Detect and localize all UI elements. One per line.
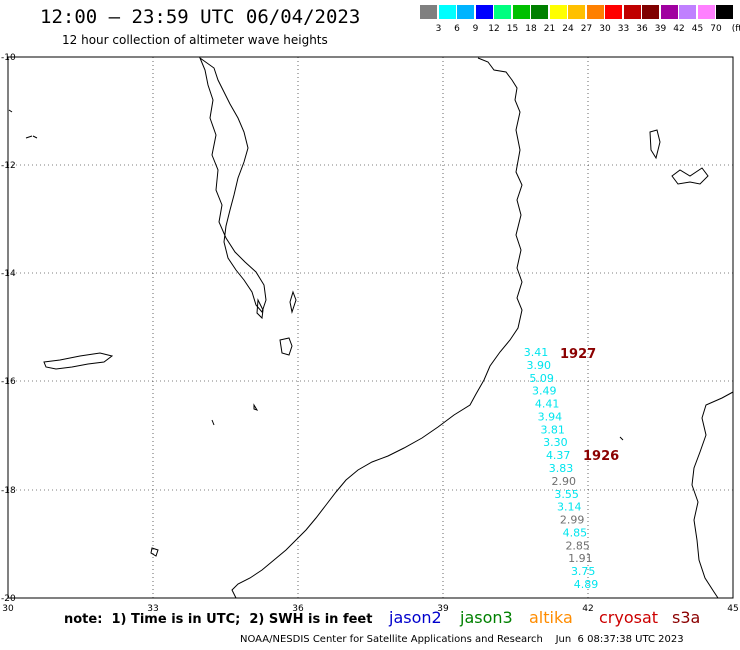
longitude-label: 36 (292, 604, 304, 614)
mozambique-coast (231, 57, 523, 599)
legend-jason3: jason3 (460, 608, 513, 627)
scale-label: 33 (617, 24, 630, 34)
wave-height-value: 3.83 (549, 462, 574, 475)
scale-label: 18 (525, 24, 537, 34)
wave-height-value: 3.94 (538, 410, 563, 423)
scale-label: 24 (562, 24, 574, 34)
map-title: 12:00 – 23:59 UTC 06/04/2023 (40, 6, 361, 28)
scale-label: 9 (472, 24, 479, 34)
note-text: note: 1) Time is in UTC; 2) SWH is in fe… (64, 612, 373, 627)
legend-altika: altika (529, 608, 573, 627)
map-subtitle: 12 hour collection of altimeter wave hei… (62, 33, 328, 47)
scale-swatch (494, 5, 511, 19)
scale-swatch (457, 5, 474, 19)
scale-swatch (568, 5, 585, 19)
scale-swatch (586, 5, 604, 19)
lake-chilwa (279, 337, 293, 356)
scale-label: 39 (654, 24, 667, 34)
scale-label: 45 (691, 24, 704, 34)
madagascar-coast (691, 391, 734, 599)
scale-swatch (438, 5, 456, 19)
latitude-label: -12 (1, 161, 16, 171)
latitude-label: -16 (1, 377, 16, 387)
map-frame (7, 56, 734, 599)
scale-label: 42 (673, 24, 685, 34)
wave-height-value: 3.75 (571, 565, 596, 578)
latitude-label: -20 (1, 594, 16, 604)
scale-swatch (475, 5, 493, 19)
wave-height-value: 4.41 (535, 398, 560, 411)
pass-label-1926: 1926 (583, 449, 619, 464)
scale-swatch (512, 5, 530, 19)
scale-label: 70 (710, 24, 722, 34)
lake-malawi-south (256, 298, 264, 320)
wave-height-value: 2.99 (560, 514, 585, 527)
scale-swatch (697, 5, 715, 19)
scale-swatch (549, 5, 567, 19)
legend-jason2: jason2 (389, 608, 442, 627)
scale-swatch (679, 5, 696, 19)
scale-swatch (531, 5, 548, 19)
scale-label: 15 (506, 24, 519, 34)
latitude-label: -10 (1, 53, 16, 63)
longitude-label: 42 (582, 604, 593, 614)
scale-label: 6 (454, 24, 460, 34)
lake-malawi (198, 56, 267, 313)
scale-label: 30 (599, 24, 611, 34)
wave-height-value: 3.55 (554, 488, 579, 501)
longitude-label: 33 (147, 604, 158, 614)
scale-label: 27 (580, 24, 593, 34)
wave-height-value: 3.14 (557, 501, 582, 514)
wave-height-value: 2.85 (565, 539, 590, 552)
longitude-label: 39 (437, 604, 449, 614)
scale-swatch (420, 5, 437, 19)
scale-swatch (716, 5, 733, 19)
legend-cryosat: cryosat (599, 608, 659, 627)
scale-unit: (ft) (731, 24, 740, 34)
wave-height-value: 4.89 (574, 578, 599, 591)
longitude-label: 30 (2, 604, 14, 614)
pass-label-1927: 1927 (560, 347, 596, 362)
footer-credit: NOAA/NESDIS Center for Satellite Applica… (240, 634, 684, 645)
scale-swatch (660, 5, 678, 19)
scale-swatch (642, 5, 659, 19)
latitude-label: -14 (1, 269, 16, 279)
scale-label: 21 (543, 24, 556, 34)
latitude-label: -18 (1, 486, 16, 496)
wave-height-value: 3.90 (527, 359, 552, 372)
scale-swatch (605, 5, 622, 19)
wave-height-value: 5.09 (529, 372, 554, 385)
wave-height-value: 2.90 (552, 475, 577, 488)
wave-height-value: 4.37 (546, 449, 571, 462)
longitude-label: 45 (727, 604, 738, 614)
wave-height-value: 3.49 (532, 385, 557, 398)
scale-label: 36 (636, 24, 648, 34)
scale-label: 12 (488, 24, 500, 34)
wave-height-value: 1.91 (568, 552, 593, 565)
legend-s3a: s3a (672, 608, 701, 627)
wave-height-track: 3.413.905.093.494.413.943.813.304.373.83… (524, 346, 599, 591)
wave-height-value: 3.41 (524, 346, 549, 359)
lake-kariba (43, 352, 114, 370)
coastlines (8, 56, 734, 599)
wave-height-value: 4.85 (563, 526, 588, 539)
scale-swatch (623, 5, 641, 19)
wave-height-value: 3.81 (540, 423, 565, 436)
comoros (649, 129, 661, 160)
scale-label: 3 (435, 24, 442, 34)
graticule (8, 57, 733, 598)
wave-height-value: 3.30 (543, 436, 568, 449)
